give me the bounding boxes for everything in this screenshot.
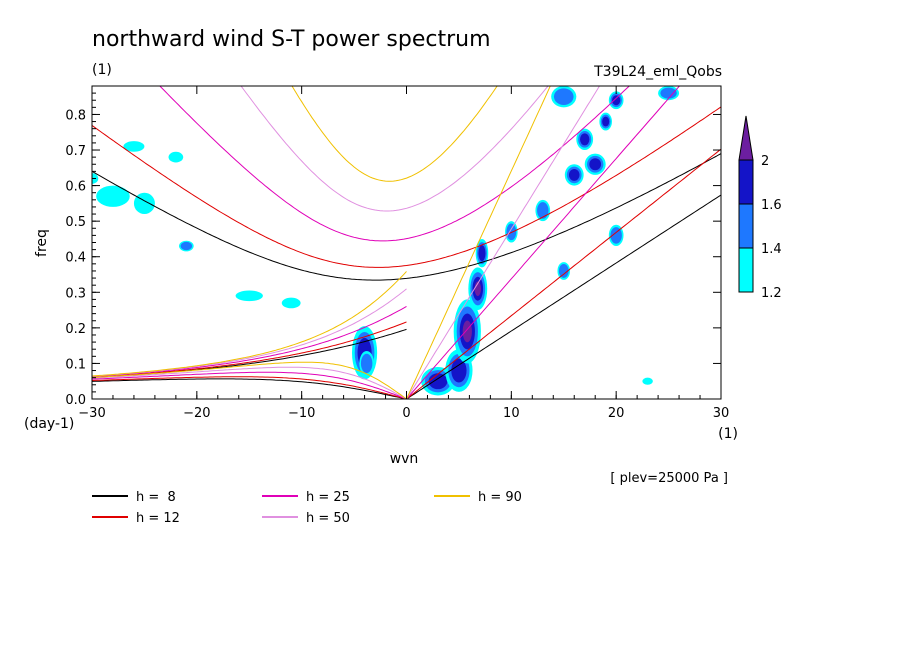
contour-blob-8-level-2 — [537, 202, 549, 219]
chart-subtitle-right: T39L24_eml_Qobs — [593, 64, 722, 80]
dispersion-curve-kelvin-h50 — [406, 86, 601, 399]
dispersion-curve-rossby-h12 — [92, 376, 407, 399]
contour-blob-18-level-1 — [642, 377, 653, 385]
chart-subtitle-left: (1) — [92, 62, 112, 78]
contour-blob-15-level-2 — [660, 87, 677, 99]
contour-blob-13-level-2 — [553, 88, 574, 105]
y-tick-label: 0.5 — [65, 215, 86, 230]
x-axis-label: wvn — [390, 451, 419, 467]
x-tick-label: 20 — [608, 406, 625, 421]
dispersion-curve-kelvin-h8 — [406, 194, 721, 399]
dispersion-curve-kelvin-h12 — [406, 148, 721, 399]
contour-blob-25-level-1 — [168, 151, 184, 163]
colorbar-label: 2 — [761, 154, 769, 169]
y-tick-label: 0.4 — [65, 251, 86, 266]
plev-annotation: [ plev=25000 Pa ] — [610, 471, 728, 486]
y-tick-label: 0.7 — [65, 144, 86, 159]
contour-blob-10-level-3 — [589, 158, 602, 171]
dispersion-curve-mixed-rossby-gravity-h90 — [92, 271, 407, 377]
plot-area: −30 −20 −10 0 10 20 30 0.00.10.20.30.40.50.60.… — [65, 85, 729, 421]
contour-blob-9-level-3 — [568, 168, 580, 181]
contour-blob-24-level-1 — [123, 141, 145, 152]
dispersion-curve-inertia-gravity-h25 — [159, 86, 631, 242]
dispersion-curve-mixed-rossby-gravity-h25 — [92, 305, 407, 378]
contour-blob-7-level-2 — [506, 223, 517, 241]
contour-blob-12-level-3 — [602, 116, 610, 127]
dispersion-curve-inertia-gravity-h90 — [291, 86, 498, 182]
colorbar-segment — [738, 159, 754, 205]
contour-blob-4-level-4 — [462, 320, 472, 343]
x-tick-label: −30 — [78, 406, 105, 421]
dispersion-curve-mixed-rossby-gravity-h12 — [92, 321, 407, 378]
contour-blob-20-level-1 — [133, 192, 155, 215]
dispersion-curve-rossby-h90 — [92, 361, 407, 399]
contour-blob-1-level-2 — [360, 353, 373, 374]
legend-label: h = 25 — [306, 490, 350, 505]
contour-blob-22-level-1 — [235, 290, 263, 302]
contour-blob-14-level-3 — [612, 95, 621, 106]
x-axis: −30 −20 −10 0 10 20 30 — [78, 86, 729, 421]
y-tick-label: 0.8 — [65, 108, 86, 123]
x-tick-label: 0 — [402, 406, 410, 421]
colorbar-label: 1.6 — [761, 198, 782, 213]
legend-label: h = 12 — [136, 511, 180, 526]
dispersion-curve-inertia-gravity-h8 — [92, 153, 721, 281]
contour-blob-19-level-1 — [96, 185, 130, 207]
colorbar-extend-arrow — [738, 115, 754, 161]
x-tick-label: −10 — [288, 406, 315, 421]
contour-blob-3-level-3 — [451, 358, 467, 383]
y-tick-label: 0.6 — [65, 180, 86, 195]
colorbar: 1.2 1.4 1.6 2 — [738, 115, 782, 301]
dispersion-curve-rossby-h50 — [92, 366, 407, 399]
contour-fill-layer — [92, 86, 680, 396]
contour-blob-16-level-2 — [558, 264, 569, 278]
dispersion-curve-inertia-gravity-h50 — [240, 86, 549, 212]
contour-blob-6-level-3 — [478, 245, 486, 262]
legend-label: h = 50 — [306, 511, 350, 526]
legend-label: h = 8 — [136, 490, 176, 505]
chart-title: northward wind S-T power spectrum — [92, 27, 491, 52]
y-tick-label: 0.0 — [65, 393, 86, 408]
x-axis-unit: (1) — [718, 426, 738, 442]
dispersion-curve-rossby-h25 — [92, 371, 407, 399]
y-tick-label: 0.2 — [65, 322, 86, 337]
y-tick-label: 0.3 — [65, 286, 86, 301]
y-tick-label: 0.1 — [65, 357, 86, 372]
colorbar-label: 1.2 — [761, 286, 782, 301]
dispersion-curve-layer — [92, 86, 721, 399]
y-axis-label: freq — [34, 229, 50, 257]
contour-blob-17-level-2 — [610, 227, 622, 244]
colorbar-segment — [738, 203, 754, 249]
contour-blob-11-level-3 — [580, 133, 590, 146]
dispersion-curve-rossby-h8 — [92, 378, 407, 399]
contour-blob-21-level-2 — [180, 241, 193, 251]
colorbar-segment — [738, 247, 754, 293]
y-axis: 0.0 0.1 0.2 0.3 0.4 0.5 0.6 0.7 0.8 — [65, 92, 721, 408]
x-tick-label: 30 — [713, 406, 730, 421]
colorbar-label: 1.4 — [761, 242, 782, 257]
dispersion-curve-kelvin-h25 — [406, 86, 681, 399]
legend: h = 8 h = 12 h = 25 h = 50 h = 90 — [92, 490, 522, 526]
legend-label: h = 90 — [478, 490, 522, 505]
y-axis-unit: (day-1) — [24, 416, 74, 432]
dispersion-curve-kelvin-h90 — [406, 86, 551, 399]
dispersion-curve-inertia-gravity-h12 — [92, 106, 721, 268]
x-tick-label: −20 — [183, 406, 210, 421]
contour-blob-2-level-3 — [428, 373, 448, 390]
x-tick-label: 10 — [503, 406, 520, 421]
contour-blob-23-level-1 — [281, 297, 301, 309]
